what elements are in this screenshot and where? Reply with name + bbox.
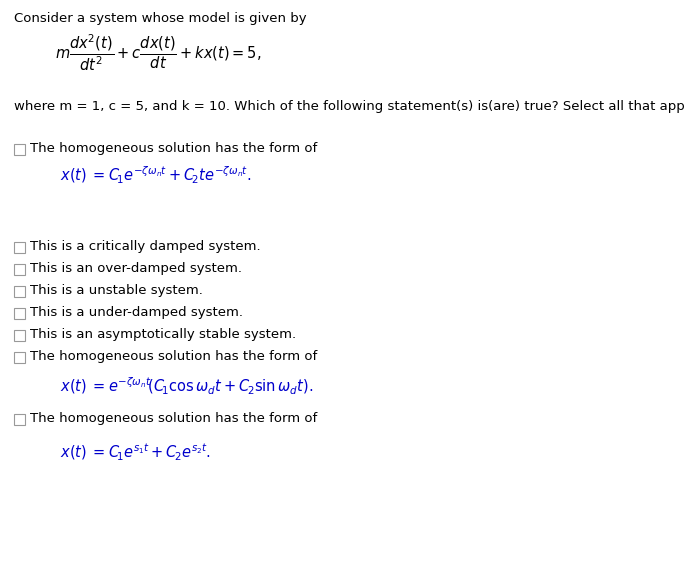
Text: This is a under-damped system.: This is a under-damped system. bbox=[30, 306, 243, 319]
Text: where m = 1, c = 5, and k = 10. Which of the following statement(s) is(are) true: where m = 1, c = 5, and k = 10. Which of… bbox=[14, 100, 686, 113]
Bar bbox=[14, 286, 25, 297]
Text: $x(t)\;=C_{\!1}e^{-\zeta\omega_n t}+C_{\!2}te^{-\zeta\omega_n t}.$: $x(t)\;=C_{\!1}e^{-\zeta\omega_n t}+C_{\… bbox=[60, 165, 252, 186]
Bar bbox=[14, 144, 25, 155]
Bar bbox=[14, 264, 25, 275]
Bar bbox=[14, 414, 25, 425]
Text: This is a unstable system.: This is a unstable system. bbox=[30, 284, 203, 297]
Bar bbox=[14, 242, 25, 253]
Text: The homogeneous solution has the form of: The homogeneous solution has the form of bbox=[30, 142, 317, 155]
Text: The homogeneous solution has the form of: The homogeneous solution has the form of bbox=[30, 412, 317, 425]
Text: $x(t)\;=C_{\!1}e^{s_1 t}+C_{\!2}e^{s_2 t}.$: $x(t)\;=C_{\!1}e^{s_1 t}+C_{\!2}e^{s_2 t… bbox=[60, 442, 211, 463]
Bar bbox=[14, 308, 25, 319]
Text: This is a critically damped system.: This is a critically damped system. bbox=[30, 240, 261, 253]
Bar bbox=[14, 330, 25, 341]
Bar bbox=[14, 352, 25, 363]
Text: This is an over-damped system.: This is an over-damped system. bbox=[30, 262, 242, 275]
Text: The homogeneous solution has the form of: The homogeneous solution has the form of bbox=[30, 350, 317, 363]
Text: Consider a system whose model is given by: Consider a system whose model is given b… bbox=[14, 12, 307, 25]
Text: $m\dfrac{dx^{2}(t)}{dt^{2}}+c\dfrac{dx(t)}{dt}+kx(t)=5,$: $m\dfrac{dx^{2}(t)}{dt^{2}}+c\dfrac{dx(t… bbox=[55, 32, 261, 73]
Text: This is an asymptotically stable system.: This is an asymptotically stable system. bbox=[30, 328, 296, 341]
Text: $x(t)\;=e^{-\zeta\omega_n t}\!\left(C_{\!1}\cos\omega_d t+C_{\!2}\sin\omega_d t\: $x(t)\;=e^{-\zeta\omega_n t}\!\left(C_{\… bbox=[60, 376, 314, 397]
